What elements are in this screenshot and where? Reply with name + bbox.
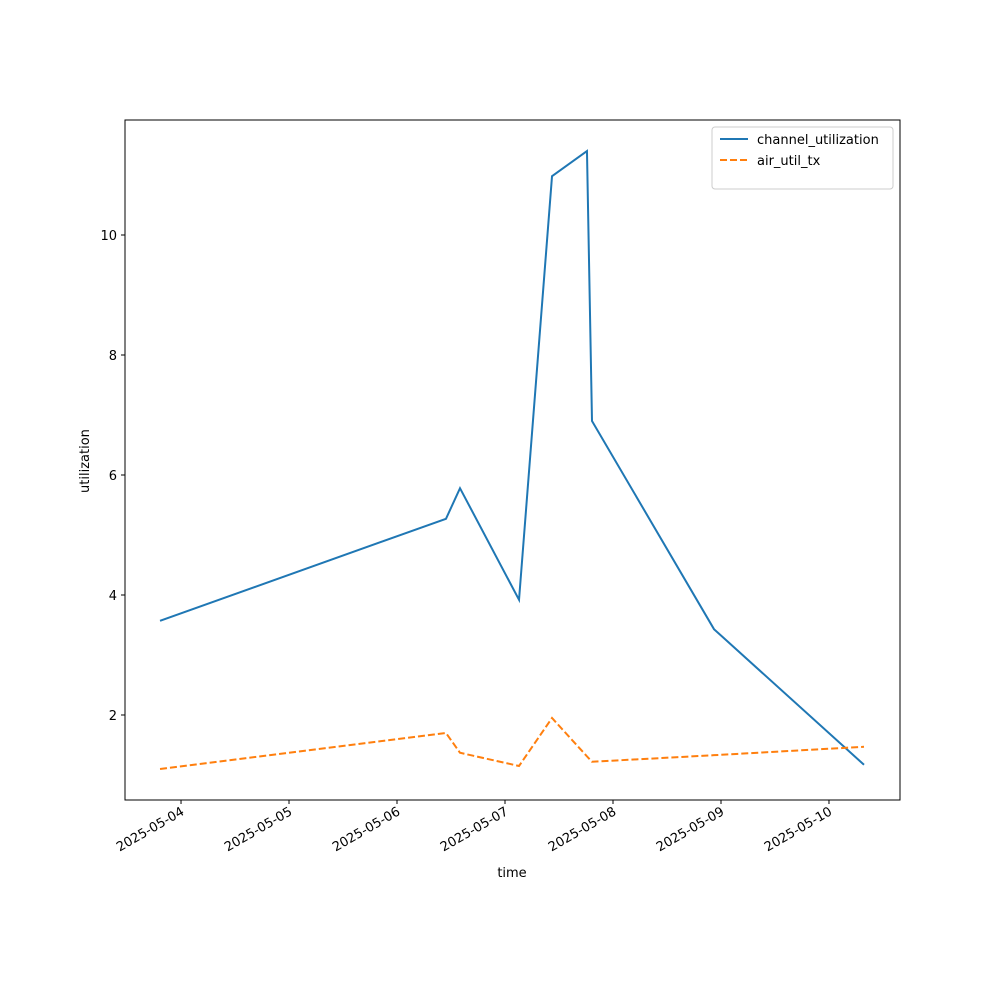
x-tick-label: 2025-05-08 <box>546 804 619 855</box>
x-tick-label: 2025-05-10 <box>762 804 835 855</box>
x-tick-label: 2025-05-07 <box>438 804 511 855</box>
legend-label: air_util_tx <box>757 154 821 169</box>
legend-label: channel_utilization <box>757 133 879 148</box>
x-tick-label: 2025-05-06 <box>330 804 403 855</box>
plot-frame <box>124 119 901 801</box>
x-axis-label: time <box>497 866 526 881</box>
x-tick-label: 2025-05-05 <box>222 804 295 855</box>
x-tick-label: 2025-05-09 <box>654 804 727 855</box>
y-tick-label: 2 <box>109 709 117 724</box>
legend-box <box>711 126 894 190</box>
y-tick-label: 10 <box>100 229 117 244</box>
x-tick-label: 2025-05-04 <box>114 804 187 855</box>
legend: channel_utilization air_util_tx <box>711 126 894 190</box>
y-tick-label: 8 <box>109 349 117 364</box>
y-tick-label: 6 <box>109 469 117 484</box>
series-line <box>159 716 865 770</box>
series-line <box>159 149 865 766</box>
y-tick-label: 4 <box>109 589 117 604</box>
y-axis-label: utilization <box>78 429 93 493</box>
